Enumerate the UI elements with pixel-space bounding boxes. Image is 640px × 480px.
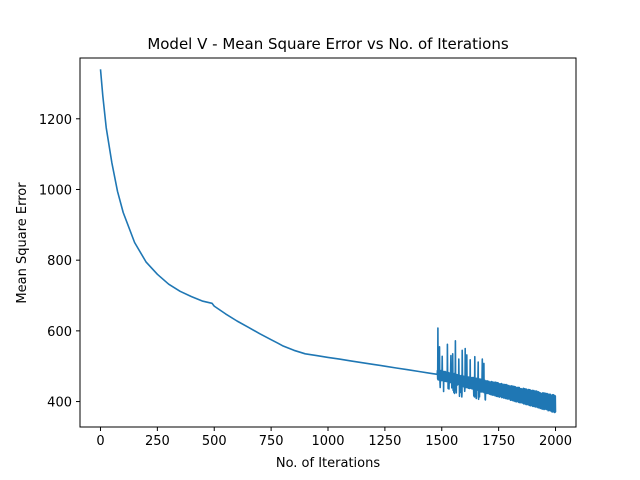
x-tick-label: 1750 <box>482 434 515 449</box>
x-tick-label: 0 <box>96 434 104 449</box>
y-tick-label: 600 <box>47 325 72 340</box>
x-tick-label: 2000 <box>539 434 572 449</box>
x-axis: 0 250 500 750 1000 1250 1500 1750 2000 <box>96 427 572 449</box>
x-tick-label: 250 <box>145 434 170 449</box>
y-axis-label: Mean Square Error <box>15 182 30 304</box>
x-tick-label: 1500 <box>425 434 458 449</box>
x-tick-label: 1250 <box>368 434 401 449</box>
mse-series-line <box>99 69 557 414</box>
y-tick-label: 800 <box>47 254 72 269</box>
x-tick-label: 500 <box>202 434 227 449</box>
y-tick-label: 1000 <box>39 183 72 198</box>
y-axis: 400 600 800 1000 1200 <box>39 113 80 411</box>
plot-area <box>99 69 557 414</box>
chart-title: Model V - Mean Square Error vs No. of It… <box>147 35 509 53</box>
x-tick-label: 1000 <box>311 434 344 449</box>
x-tick-label: 750 <box>259 434 284 449</box>
plot-frame <box>79 57 577 428</box>
x-axis-label: No. of Iterations <box>276 456 381 471</box>
y-tick-label: 1200 <box>39 113 72 128</box>
y-tick-label: 400 <box>47 396 72 411</box>
